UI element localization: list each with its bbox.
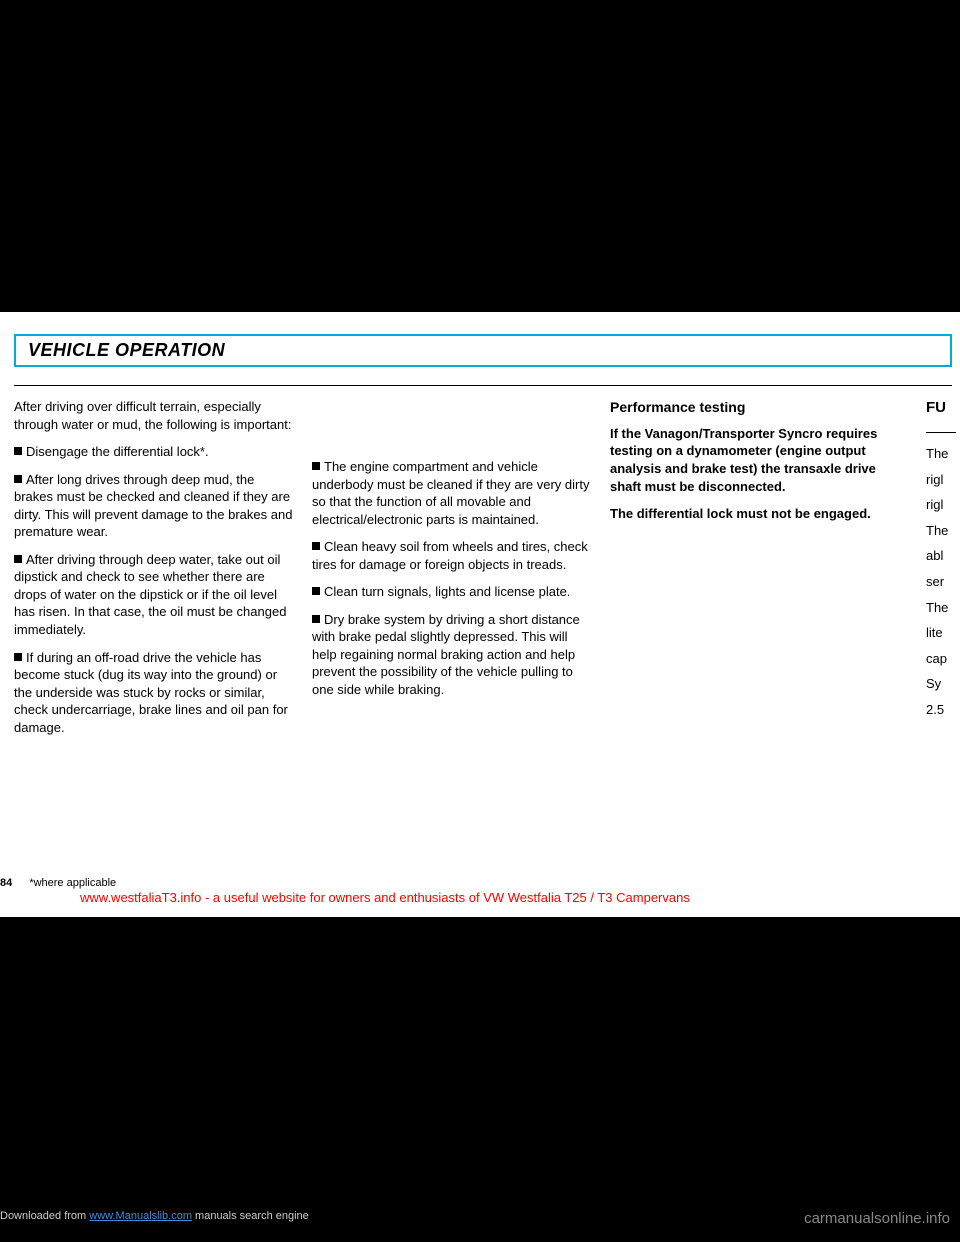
- red-banner: www.westfaliaT3.info - a useful website …: [80, 890, 960, 905]
- edge-text: 2.5: [926, 701, 956, 719]
- bullet-item: If during an off-road drive the vehicle …: [14, 649, 294, 737]
- edge-divider: [926, 432, 956, 433]
- bold-paragraph: If the Vanagon/Transporter Syncro requir…: [610, 425, 908, 495]
- manual-page: VEHICLE OPERATION After driving over dif…: [0, 312, 960, 917]
- bullet-text: The engine compartment and vehicle under…: [312, 459, 589, 527]
- column-1: After driving over difficult terrain, es…: [14, 398, 294, 746]
- page-footer: 84 *where applicable: [0, 877, 116, 889]
- edge-text: The: [926, 445, 956, 463]
- edge-text: rigl: [926, 471, 956, 489]
- column-2: The engine compartment and vehicle under…: [312, 398, 592, 746]
- bullet-icon: [14, 653, 22, 661]
- edge-text: rigl: [926, 496, 956, 514]
- bullet-item: Clean heavy soil from wheels and tires, …: [312, 538, 592, 573]
- column-3: Performance testing If the Vanagon/Trans…: [610, 398, 908, 746]
- bullet-item: Clean turn signals, lights and license p…: [312, 583, 592, 601]
- edge-text: lite: [926, 624, 956, 642]
- bullet-text: Disengage the differential lock*.: [26, 444, 209, 459]
- download-link[interactable]: www.Manualslib.com: [89, 1210, 192, 1222]
- bullet-item: After long drives through deep mud, the …: [14, 471, 294, 541]
- bullet-icon: [14, 475, 22, 483]
- bullet-text: Clean heavy soil from wheels and tires, …: [312, 539, 588, 572]
- edge-text: Sy: [926, 675, 956, 693]
- download-suffix: manuals search engine: [192, 1210, 309, 1222]
- header-divider: [14, 385, 952, 386]
- edge-text: cap: [926, 650, 956, 668]
- bullet-icon: [312, 462, 320, 470]
- bullet-icon: [14, 555, 22, 563]
- bullet-icon: [312, 542, 320, 550]
- bullet-text: Clean turn signals, lights and license p…: [324, 584, 570, 599]
- edge-column: FU The rigl rigl The abl ser The lite ca…: [926, 398, 956, 746]
- footnote: *where applicable: [29, 877, 116, 889]
- page-number: 84: [0, 877, 12, 889]
- download-prefix: Downloaded from: [0, 1210, 89, 1222]
- section-header-box: VEHICLE OPERATION: [14, 334, 952, 367]
- bullet-item: Disengage the differential lock*.: [14, 443, 294, 461]
- section-title: VEHICLE OPERATION: [28, 340, 938, 361]
- bullet-icon: [312, 587, 320, 595]
- edge-header: FU: [926, 398, 956, 418]
- intro-paragraph: After driving over difficult terrain, es…: [14, 398, 294, 433]
- edge-text: The: [926, 599, 956, 617]
- performance-heading: Performance testing: [610, 398, 908, 417]
- bullet-icon: [312, 615, 320, 623]
- bullet-text: If during an off-road drive the vehicle …: [14, 650, 288, 735]
- bullet-text: After long drives through deep mud, the …: [14, 472, 292, 540]
- edge-text: ser: [926, 573, 956, 591]
- bullet-item: After driving through deep water, take o…: [14, 551, 294, 639]
- bullet-item: The engine compartment and vehicle under…: [312, 458, 592, 528]
- bullet-text: Dry brake system by driving a short dist…: [312, 612, 580, 697]
- content-columns: After driving over difficult terrain, es…: [14, 398, 960, 746]
- download-bar: Downloaded from www.Manualslib.com manua…: [0, 1210, 309, 1222]
- bullet-text: After driving through deep water, take o…: [14, 552, 286, 637]
- watermark: carmanualsonline.info: [804, 1210, 950, 1227]
- bullet-item: Dry brake system by driving a short dist…: [312, 611, 592, 699]
- edge-text: abl: [926, 547, 956, 565]
- bold-paragraph: The differential lock must not be engage…: [610, 505, 908, 523]
- bullet-icon: [14, 447, 22, 455]
- edge-text: The: [926, 522, 956, 540]
